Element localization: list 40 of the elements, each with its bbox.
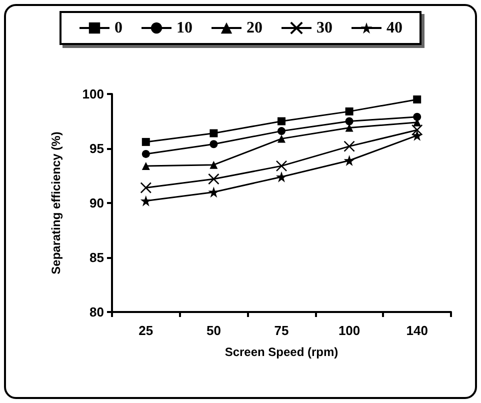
point bbox=[140, 182, 152, 194]
y-tick-label: 90 bbox=[90, 196, 104, 210]
point bbox=[208, 186, 220, 198]
point bbox=[142, 162, 150, 170]
legend-label: 20 bbox=[246, 20, 262, 36]
point bbox=[278, 134, 286, 143]
point bbox=[140, 195, 152, 206]
point bbox=[210, 160, 218, 169]
point bbox=[276, 160, 288, 172]
x-tick-label: 75 bbox=[274, 323, 289, 338]
point bbox=[413, 112, 422, 121]
point bbox=[344, 154, 355, 166]
x-tick-label: 25 bbox=[138, 323, 154, 338]
y-tick-label: 95 bbox=[90, 141, 104, 156]
point bbox=[413, 95, 422, 104]
point bbox=[210, 140, 218, 148]
x-tick-label: 50 bbox=[206, 323, 221, 338]
legend-label: 10 bbox=[176, 20, 192, 36]
legend-label: 30 bbox=[316, 20, 332, 36]
x-axis-title: Screen Speed (rpm) bbox=[224, 345, 338, 359]
point bbox=[276, 171, 287, 182]
point bbox=[412, 130, 423, 141]
x-tick-label: 140 bbox=[406, 323, 428, 338]
x-tick-label: 100 bbox=[338, 323, 360, 338]
y-tick-label: 85 bbox=[90, 250, 104, 265]
y-tick-label: 100 bbox=[82, 86, 104, 102]
point bbox=[278, 117, 286, 126]
point bbox=[344, 140, 355, 152]
point bbox=[345, 107, 354, 116]
point bbox=[208, 173, 220, 185]
legend-label: 40 bbox=[386, 20, 402, 36]
y-axis-title: Separating efficiency (%) bbox=[49, 132, 63, 274]
point bbox=[411, 124, 423, 136]
y-tick-label: 80 bbox=[90, 304, 104, 320]
point bbox=[345, 117, 354, 126]
point bbox=[210, 129, 218, 138]
point bbox=[278, 127, 286, 136]
legend-label: 0 bbox=[114, 20, 122, 36]
point bbox=[142, 138, 150, 146]
point bbox=[142, 150, 150, 158]
